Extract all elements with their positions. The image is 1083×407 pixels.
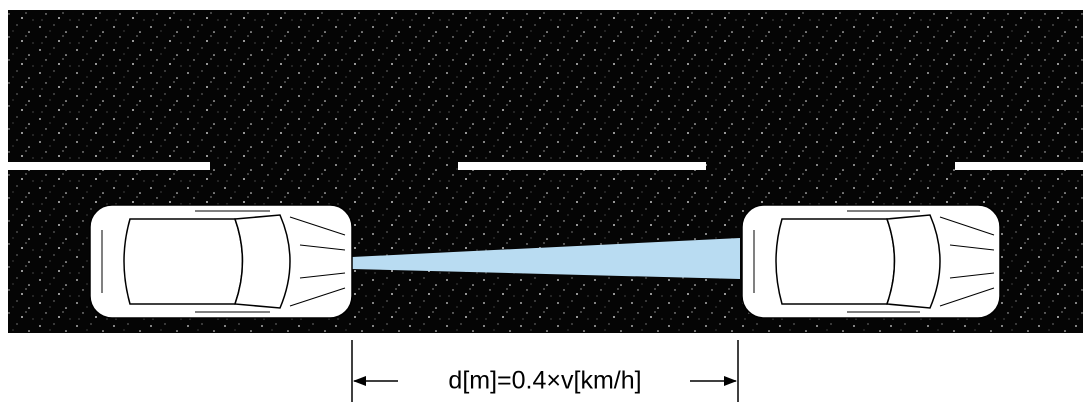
lane-dash	[955, 162, 1083, 170]
lane-dash	[8, 162, 210, 170]
lane-markings	[8, 162, 1083, 170]
dimension	[351, 340, 739, 402]
car-rear	[89, 204, 353, 319]
car-roof	[775, 218, 896, 305]
car-roof	[123, 218, 244, 305]
car-detail	[101, 210, 346, 313]
headlight-beam	[352, 238, 740, 279]
distance-formula: d[m]=0.4×v[km/h]	[448, 367, 641, 395]
arrow-head	[353, 376, 366, 386]
car-detail	[753, 210, 995, 313]
arrow-head	[724, 376, 737, 386]
car-front	[741, 204, 1001, 319]
windshield	[233, 214, 291, 309]
windshield	[885, 214, 941, 309]
lane-dash	[458, 162, 706, 170]
